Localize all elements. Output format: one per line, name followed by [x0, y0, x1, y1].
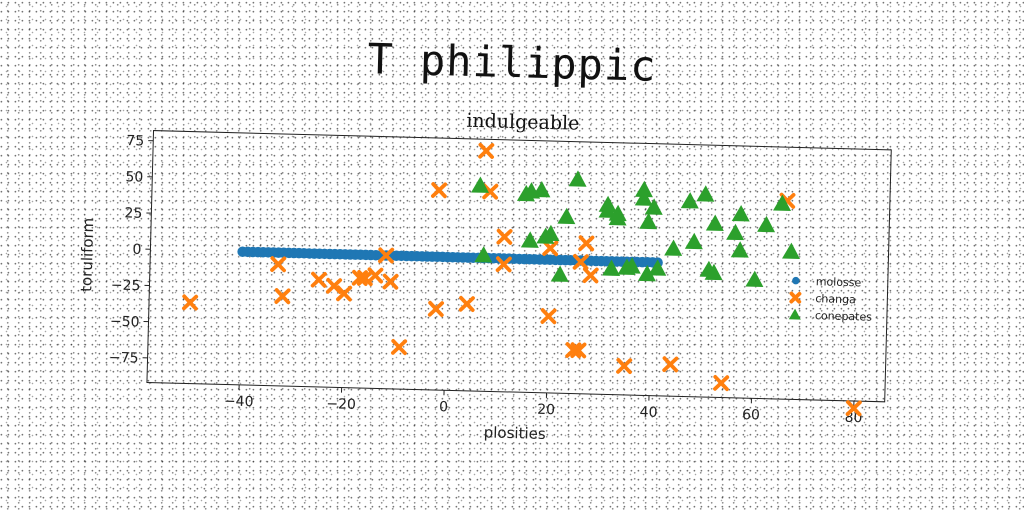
data-point — [648, 259, 667, 276]
data-point — [568, 170, 587, 187]
y-tick-label: 25 — [124, 205, 142, 221]
legend: molosse changa conepates — [788, 275, 873, 324]
legend-label: conepates — [815, 309, 873, 323]
axes-frame — [146, 130, 892, 403]
data-point — [639, 212, 658, 230]
data-point — [336, 285, 353, 302]
data-point — [325, 277, 343, 295]
data-point — [270, 256, 287, 273]
data-point — [572, 253, 589, 271]
data-point — [478, 142, 495, 159]
data-point — [310, 271, 327, 288]
x-tick-label: −40 — [224, 394, 254, 411]
data-point — [680, 192, 699, 209]
data-point — [458, 295, 475, 312]
data-point — [550, 265, 569, 282]
data-point — [582, 267, 599, 284]
data-point — [391, 339, 408, 356]
data-point — [520, 231, 539, 248]
x-tick-label: −20 — [326, 396, 356, 413]
data-point — [745, 270, 764, 288]
data-point — [789, 291, 802, 304]
data-point — [431, 182, 448, 199]
data-point — [662, 356, 679, 373]
data-point — [696, 185, 715, 202]
data-point — [181, 294, 199, 311]
data-point — [684, 232, 703, 250]
data-point — [496, 228, 513, 245]
data-point — [757, 215, 776, 233]
y-axis-label: toruliform — [77, 218, 97, 292]
x-tick-label: 40 — [639, 404, 657, 420]
data-point — [482, 183, 499, 200]
data-point — [713, 374, 730, 392]
data-points — [181, 142, 862, 417]
x-tick-label: 60 — [742, 407, 760, 423]
data-point — [378, 247, 395, 264]
data-point — [532, 180, 551, 198]
data-point — [542, 240, 559, 257]
data-point — [495, 256, 512, 273]
data-point — [705, 214, 724, 231]
x-axis-ticks: −40 −20 0 20 40 60 80 — [224, 384, 863, 426]
data-point — [616, 357, 633, 375]
data-point — [704, 263, 723, 281]
x-tick-label: 0 — [439, 399, 448, 415]
data-point — [788, 308, 801, 320]
data-point — [845, 400, 862, 417]
data-point — [540, 308, 557, 325]
data-point — [602, 259, 621, 277]
y-tick-label: 50 — [125, 169, 143, 185]
data-point — [557, 207, 576, 225]
data-point — [382, 273, 399, 290]
chart-subtitle: indulgeable — [466, 110, 580, 135]
data-point — [274, 288, 291, 305]
data-point — [622, 257, 641, 274]
data-point — [792, 276, 800, 285]
y-axis-ticks: 75 50 25 0 −25 −50 −75 — [109, 133, 154, 367]
x-axis-label: plosities — [484, 423, 547, 443]
data-point — [541, 224, 560, 242]
data-point — [565, 342, 582, 359]
data-point — [474, 246, 493, 263]
data-point — [730, 241, 749, 258]
data-point — [731, 205, 750, 222]
data-point — [726, 223, 745, 241]
data-point — [608, 209, 627, 226]
y-tick-label: −75 — [109, 350, 139, 367]
data-point — [634, 180, 653, 198]
y-tick-label: −50 — [110, 314, 140, 331]
y-tick-label: −25 — [111, 277, 141, 294]
data-point — [782, 242, 801, 260]
data-point — [664, 239, 683, 256]
data-point — [367, 267, 384, 284]
data-point — [570, 342, 587, 359]
data-point — [637, 264, 656, 282]
y-tick-label: 75 — [126, 133, 144, 149]
x-tick-label: 20 — [537, 402, 555, 418]
legend-label: molosse — [816, 275, 862, 289]
data-point — [598, 201, 617, 218]
data-point — [471, 176, 490, 193]
y-tick-label: 0 — [132, 242, 141, 258]
data-point — [578, 235, 595, 252]
data-point — [634, 189, 653, 206]
data-point — [644, 198, 663, 215]
legend-label: changa — [815, 292, 856, 306]
data-point — [351, 269, 368, 287]
data-point — [427, 300, 445, 317]
data-point — [773, 194, 792, 211]
